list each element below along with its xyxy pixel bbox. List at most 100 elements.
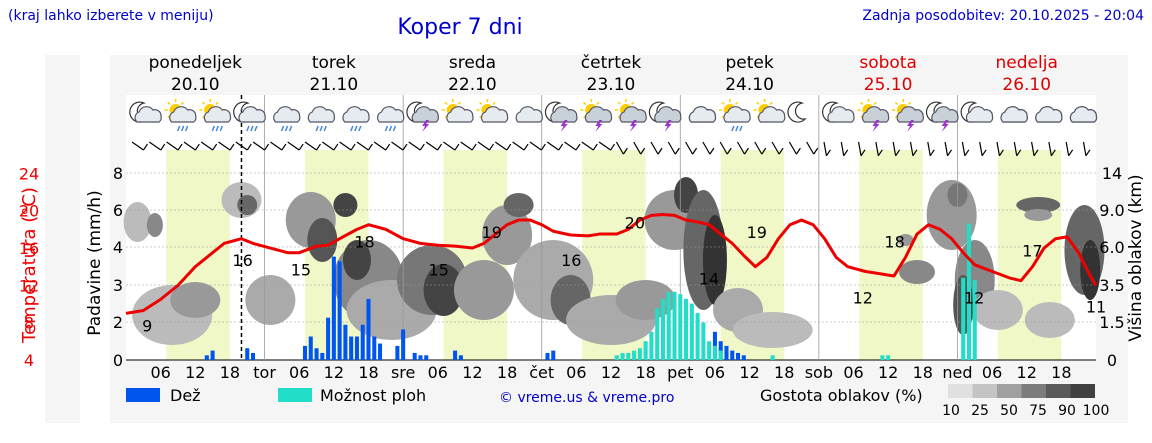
wind-barb	[270, 141, 283, 151]
cloud-density	[237, 195, 258, 215]
temperature-tick: 4	[24, 351, 34, 370]
wind-barb	[996, 141, 1001, 156]
shower-bar	[684, 298, 689, 360]
rain-drop	[215, 125, 219, 132]
precipitation-tick: 4	[113, 238, 123, 257]
cloud-icon	[1069, 106, 1098, 123]
wind-barb	[494, 141, 508, 151]
shower-bar	[678, 294, 683, 360]
shower-bar	[770, 355, 775, 360]
wind-barb	[564, 141, 577, 151]
hour-tick: 06	[428, 363, 448, 382]
cloud-icon	[307, 106, 336, 123]
hour-tick: 12	[185, 363, 205, 382]
cloud-icon	[654, 106, 682, 123]
cloud-density	[972, 290, 1023, 330]
precipitation-tick: 6	[113, 201, 123, 220]
sun-ray	[215, 101, 219, 105]
rain-drop	[739, 125, 743, 132]
rain-bar	[302, 345, 308, 360]
temperature-label: 12	[964, 288, 984, 307]
cloud-density-value: 10	[942, 403, 960, 419]
wind-barb-flag	[778, 147, 784, 155]
sun-ray	[492, 101, 496, 105]
wind-barb-flag	[454, 143, 460, 151]
rain-drop	[288, 125, 293, 132]
wind-barb	[650, 141, 659, 155]
hour-tick: 12	[601, 363, 621, 382]
temperature-tick: 8	[24, 314, 34, 333]
wind-barb-flag	[744, 147, 749, 155]
rain-bar	[458, 355, 463, 360]
wind-barb	[806, 141, 815, 155]
wind-barb	[909, 141, 914, 156]
wind-barb-flag	[142, 143, 148, 151]
rain-bar	[401, 329, 406, 360]
sun-storm-icon	[857, 99, 890, 132]
cloud-density	[245, 275, 296, 325]
wind-barb	[131, 141, 144, 151]
precipitation-tick: 2	[113, 313, 123, 332]
cloud-icon	[203, 106, 232, 123]
cloud-height-tick: 0	[1107, 351, 1117, 370]
day-name: petek	[725, 53, 773, 73]
rain-drop	[180, 125, 185, 132]
wind-barb	[304, 141, 317, 151]
temperature-label: 11	[1086, 298, 1106, 317]
rain-drop	[254, 125, 258, 132]
sun-ray	[735, 101, 739, 105]
cloud-icon	[169, 106, 197, 123]
wind-barb-flag	[488, 143, 494, 151]
cloud-icon	[342, 106, 370, 123]
rain-drop	[354, 125, 358, 132]
sun-cloud-icon	[441, 99, 474, 123]
wind-barb-flag	[912, 149, 918, 157]
rain-bar	[724, 345, 729, 360]
wind-barb-flag	[229, 143, 235, 151]
wind-barb-flag	[558, 143, 564, 151]
wind-barb-flag	[1085, 149, 1091, 157]
wind-barb-flag	[264, 143, 270, 151]
cloud-height-axis-title: Višina oblakov (km)	[1126, 174, 1146, 341]
wind-barb	[598, 141, 611, 151]
wind-barb-flag	[437, 143, 443, 151]
rain-bar	[736, 352, 741, 360]
day-abbr: čet	[529, 363, 554, 382]
cloud-icon	[827, 106, 855, 123]
temperature-label: 20	[625, 214, 645, 233]
shower-bar	[701, 322, 706, 360]
wind-barb-flag	[813, 147, 819, 155]
wind-barb-flag	[964, 149, 970, 157]
cloud-density-value: 75	[1029, 403, 1047, 419]
lightning-icon	[664, 120, 672, 132]
cloud-density	[503, 193, 534, 217]
hour-tick: 12	[739, 363, 759, 382]
shower-legend-label: Možnost ploh	[320, 386, 426, 405]
cloud-rain-icon	[377, 106, 405, 132]
shower-bar	[632, 350, 637, 360]
day-name: nedelja	[996, 53, 1058, 73]
sun-ray	[756, 101, 760, 105]
cloud-density	[897, 234, 914, 246]
page-title: Koper 7 dni	[397, 15, 523, 40]
wind-barb	[408, 141, 421, 151]
rain-drop	[388, 125, 393, 132]
rain-bar	[741, 355, 746, 360]
wind-barb	[633, 141, 642, 155]
cloud-icon	[1000, 106, 1028, 123]
temperature-tick: 16	[19, 239, 39, 258]
wind-barb-flag	[540, 143, 546, 151]
rain-bar	[245, 348, 250, 360]
cloud-height-tick: 1.5	[1099, 313, 1124, 332]
wind-barb	[788, 141, 797, 155]
wind-barb-flag	[194, 143, 200, 151]
wind-barb-flag	[726, 147, 732, 155]
cloud-density	[1024, 302, 1075, 338]
cloud-icon	[688, 106, 717, 123]
cloud-density-swatch	[972, 384, 997, 398]
lightning-icon	[560, 120, 568, 132]
cloud-density-swatch	[948, 384, 973, 398]
rain-drop	[319, 125, 323, 132]
wind-barb-flag	[929, 149, 935, 157]
